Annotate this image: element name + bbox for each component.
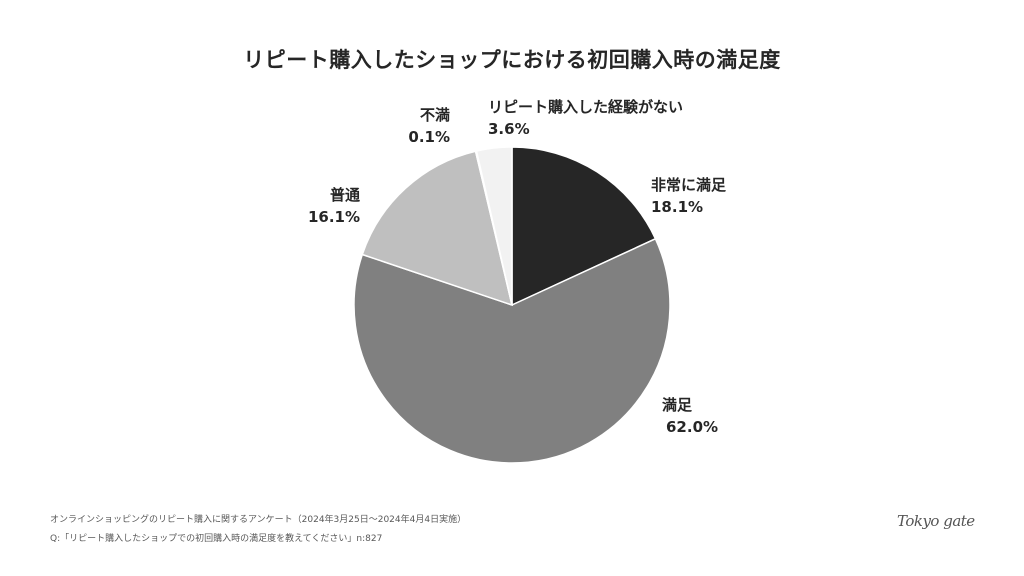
label-dissatisfied: 不満 0.1% [396,104,450,148]
label-satisfied: 満足 62.0% [662,394,718,438]
pie-slice [511,146,657,307]
label-value: 18.1% [651,198,704,216]
label-name: リピート購入した経験がない [488,98,684,116]
label-name: 満足 [662,396,693,414]
label-value: 62.0% [666,418,719,436]
label-value: 3.6% [488,120,530,138]
label-name: 非常に満足 [651,176,727,194]
label-no-experience: リピート購入した経験がない 3.6% [488,96,683,140]
label-neutral: 普通 16.1% [290,184,360,228]
label-value: 16.1% [307,208,360,226]
label-very-satisfied: 非常に満足 18.1% [651,174,726,218]
brand-logo: Tokyo gate [897,512,975,530]
pie-slice [475,146,513,306]
label-value: 0.1% [408,128,450,146]
label-name: 不満 [419,106,450,124]
footer-question: Q:「リピート購入したショップでの初回購入時の満足度を教えてください」n:827 [50,534,383,544]
pie-slice [353,237,671,464]
footer-survey-info: オンラインショッピングのリピート購入に関するアンケート（2024年3月25日〜2… [50,515,467,525]
chart-title: リピート購入したショップにおける初回購入時の満足度 [243,48,781,72]
pie-slice [361,150,514,307]
label-name: 普通 [329,186,360,204]
